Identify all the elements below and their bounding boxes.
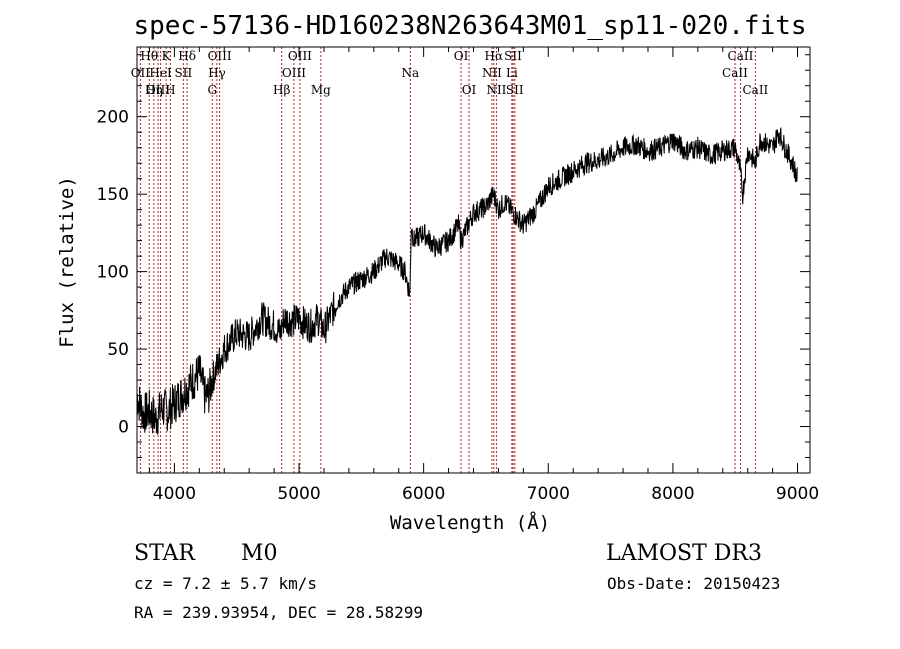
- x-tick-label: 9000: [776, 484, 819, 504]
- ra-dec-coordinates: RA = 239.93954, DEC = 28.58299: [134, 603, 423, 622]
- y-tick-label: 150: [97, 185, 129, 205]
- y-tick-label: 50: [107, 340, 129, 360]
- redshift-cz: cz = 7.2 ± 5.7 km/s: [134, 574, 317, 593]
- spectral-line-label: Hθ: [140, 49, 158, 63]
- spectral-line-label: Hβ: [273, 83, 290, 97]
- spectral-line-label: Hα: [485, 49, 504, 63]
- spectral-line-label: NII: [486, 83, 506, 97]
- spectral-line-label: SII: [175, 66, 193, 80]
- x-tick-label: 8000: [651, 484, 694, 504]
- y-axis-label: Flux (relative): [56, 176, 78, 348]
- x-tick-label: 5000: [277, 484, 320, 504]
- axis-ticks: [137, 47, 810, 473]
- observation-date: Obs-Date: 20150423: [607, 574, 780, 593]
- spectral-line-label: Hγ: [208, 66, 226, 80]
- axis-tick-labels: 4000 5000 6000 7000 8000 9000 0 50 100 150 200: [97, 108, 820, 504]
- x-tick-label: 6000: [402, 484, 445, 504]
- object-subclass: M0: [241, 541, 278, 566]
- spectral-line-label: CaII: [742, 83, 768, 97]
- survey-name: LAMOST DR3: [606, 541, 762, 566]
- spectral-line-label: Li: [506, 66, 518, 80]
- spectral-line-label: OI: [454, 49, 469, 63]
- x-tick-label: 4000: [153, 484, 196, 504]
- x-axis-label: Wavelength (Å): [390, 511, 550, 534]
- spectral-line-label: OI: [462, 83, 477, 97]
- spectral-line-labels: Hθ OII OIII K HeI Hη H Hδ SII OIII Hγ G OIII OIII Hβ Mg…: [131, 49, 769, 97]
- spectrum-line: [136, 127, 798, 435]
- spectral-line-label: Mg: [311, 83, 331, 97]
- spectral-line-label: G: [207, 83, 217, 97]
- spectral-line-label: OIII: [288, 49, 312, 63]
- spectral-line-label: K: [162, 49, 172, 63]
- spectral-line-label: CaII: [728, 49, 754, 63]
- spectral-line-label: OIII: [146, 83, 170, 97]
- spectral-line-label: SII: [506, 83, 524, 97]
- spectral-line-label: Hη: [145, 83, 163, 97]
- spectral-line-label: Hδ: [178, 49, 196, 63]
- spectral-line-label: NII: [482, 66, 502, 80]
- object-class: STAR: [134, 541, 196, 566]
- y-tick-label: 0: [118, 418, 129, 438]
- y-tick-label: 200: [97, 108, 129, 128]
- spectral-line-label: HeI: [149, 66, 172, 80]
- spectral-line-markers: [139, 47, 756, 473]
- spectral-line-label: H: [165, 83, 175, 97]
- chart-title: spec-57136-HD160238N263643M01_sp11-020.f…: [133, 11, 806, 41]
- spectral-line-label: CaII: [722, 66, 748, 80]
- x-tick-label: 7000: [527, 484, 570, 504]
- spectral-line-label: OIII: [282, 66, 306, 80]
- plot-frame: [136, 46, 811, 474]
- y-tick-label: 100: [97, 263, 129, 283]
- spectral-line-label: SII: [504, 49, 522, 63]
- spectral-line-label: OII: [131, 66, 151, 80]
- spectral-line-label: Na: [401, 66, 419, 80]
- spectral-line-label: OIII: [208, 49, 232, 63]
